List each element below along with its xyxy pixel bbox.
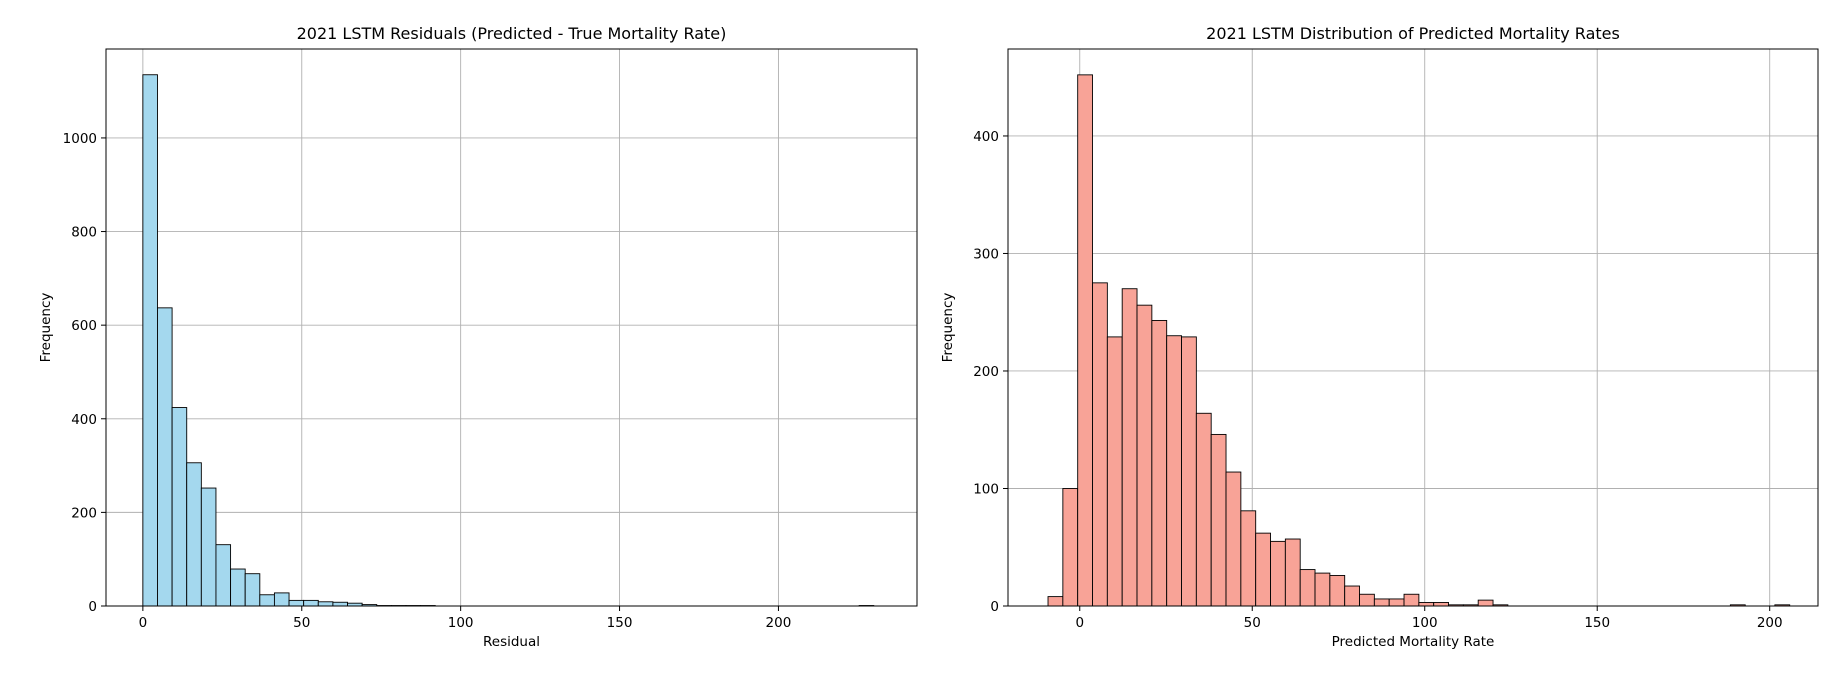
histogram-bar <box>1121 288 1138 607</box>
histogram-bar <box>1255 532 1271 607</box>
y-tick-label: 0 <box>990 599 999 615</box>
histogram-bar <box>186 462 202 607</box>
histogram-bar <box>303 599 319 607</box>
x-tick-label: 200 <box>1757 615 1783 631</box>
ticks: 0 50 100 150 200 0 200 400 600 800 1000 <box>63 131 792 631</box>
plot-frame <box>1007 48 1819 607</box>
histogram-bar <box>1151 319 1168 607</box>
histogram-bar <box>1270 540 1286 607</box>
grid <box>106 49 917 607</box>
bars <box>1047 74 1791 607</box>
histogram-bar <box>1403 593 1420 607</box>
histogram-bar <box>259 594 275 607</box>
histogram-bar <box>332 601 348 607</box>
histogram-bar <box>1181 336 1197 607</box>
y-tick-label: 200 <box>973 364 999 380</box>
histogram-bar <box>1433 602 1449 607</box>
x-tick-label: 200 <box>766 615 792 631</box>
y-tick-label: 200 <box>71 505 97 521</box>
histogram-bar <box>244 573 261 607</box>
x-tick-label: 100 <box>448 615 474 631</box>
y-axis-label: Frequency <box>940 293 956 363</box>
chart-title: 2021 LSTM Distribution of Predicted Mort… <box>1206 24 1620 43</box>
histogram-bar <box>1195 412 1212 607</box>
x-tick-label: 100 <box>1412 615 1438 631</box>
histogram-bar <box>1314 572 1331 607</box>
chart-title: 2021 LSTM Residuals (Predicted - True Mo… <box>297 24 727 43</box>
ticks: 0 50 100 150 200 0 100 200 300 400 <box>973 129 1782 631</box>
x-tick-label: 50 <box>293 615 310 631</box>
plot-frame <box>105 48 918 607</box>
y-tick-label: 100 <box>973 481 999 497</box>
histogram-bar <box>1092 282 1108 607</box>
y-tick-label: 600 <box>71 318 97 334</box>
x-tick-label: 150 <box>1584 615 1610 631</box>
x-axis-label: Residual <box>483 634 540 650</box>
histogram-bar <box>1240 510 1257 607</box>
y-tick-label: 300 <box>973 246 999 262</box>
histogram-bar <box>1047 596 1064 607</box>
histogram-bar <box>1344 585 1360 607</box>
residuals-histogram-panel: 0 50 100 150 200 0 200 400 600 800 1000 2021 LSTM … <box>38 24 918 650</box>
histogram-bar <box>317 601 334 607</box>
histogram-bar <box>215 544 232 607</box>
x-tick-label: 150 <box>607 615 633 631</box>
histogram-bar <box>200 487 217 607</box>
y-axis-label: Frequency <box>38 293 54 363</box>
histogram-bar <box>1388 598 1405 607</box>
y-tick-label: 800 <box>71 225 97 241</box>
histogram-bar <box>1106 336 1123 607</box>
histogram-bar <box>1373 598 1390 607</box>
histogram-bar <box>1477 599 1494 607</box>
histogram-bar <box>1166 335 1182 607</box>
predicted-histogram-panel: 0 50 100 150 200 0 100 200 300 400 2021 LSTM Dist… <box>940 24 1819 650</box>
histogram-bar <box>1329 574 1346 607</box>
x-tick-label: 50 <box>1244 615 1261 631</box>
histogram-bar <box>1062 488 1079 607</box>
histogram-bar <box>1299 569 1316 607</box>
histogram-bar <box>1359 593 1375 607</box>
y-tick-label: 400 <box>71 412 97 428</box>
histogram-bar <box>1225 471 1242 607</box>
x-tick-label: 0 <box>139 615 148 631</box>
histogram-bar <box>1284 538 1301 607</box>
histogram-bar <box>1210 433 1227 607</box>
y-tick-label: 0 <box>88 599 97 615</box>
y-tick-label: 1000 <box>63 131 97 147</box>
histogram-bar <box>142 74 158 607</box>
histogram-bar <box>171 407 188 607</box>
x-axis-label: Predicted Mortality Rate <box>1332 634 1495 650</box>
y-tick-label: 400 <box>973 129 999 145</box>
histogram-bar <box>1418 602 1435 607</box>
histogram-bar <box>273 592 290 607</box>
histogram-bar <box>288 599 305 607</box>
bars <box>142 74 875 607</box>
histogram-bar <box>1077 74 1093 607</box>
x-tick-label: 0 <box>1075 615 1084 631</box>
histogram-bar <box>157 307 173 607</box>
histogram-bar <box>1136 304 1153 607</box>
histogram-bar <box>230 568 246 607</box>
